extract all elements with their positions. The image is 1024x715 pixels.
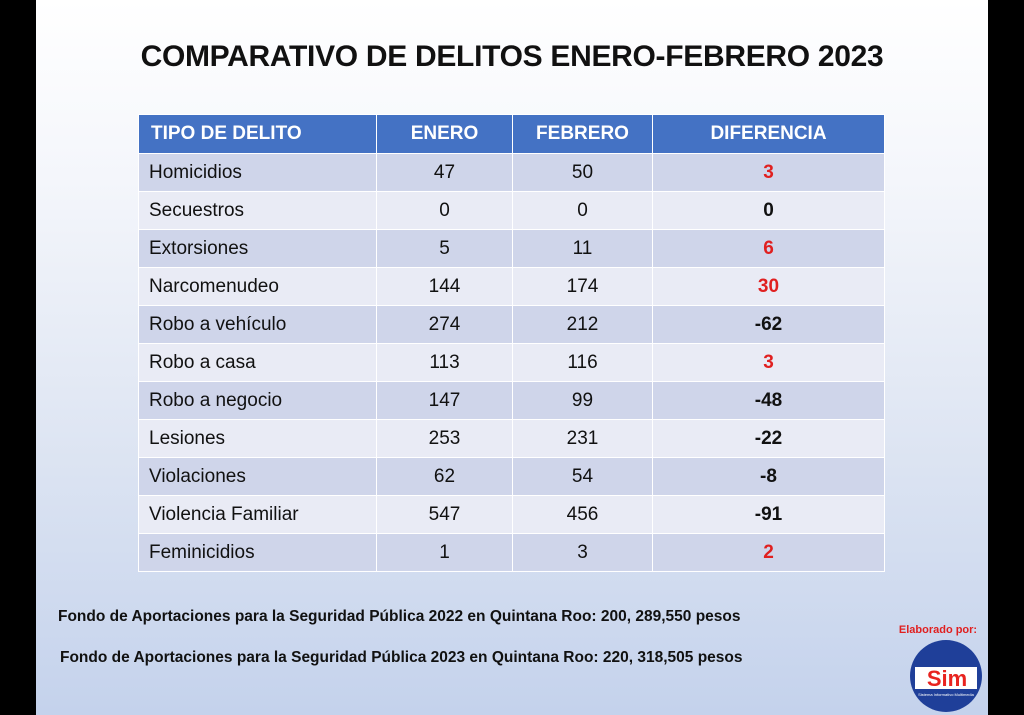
- fund-2022-text: Fondo de Aportaciones para la Seguridad …: [58, 608, 741, 625]
- header-tipo-de-delito: TIPO DE DELITO: [138, 114, 377, 154]
- table-row: Secuestros 0 0 0: [138, 191, 885, 230]
- cell-diferencia: 6: [652, 229, 885, 268]
- table-row: Robo a casa 113 116 3: [138, 343, 885, 382]
- table-row: Narcomenudeo 144 174 30: [138, 267, 885, 306]
- cell-diferencia: 0: [652, 191, 885, 230]
- cell-enero: 5: [376, 229, 513, 268]
- credit-label: Elaborado por:: [898, 624, 978, 636]
- cell-tipo: Robo a negocio: [138, 381, 377, 420]
- cell-febrero: 11: [512, 229, 653, 268]
- cell-diferencia: 30: [652, 267, 885, 306]
- table-row: Extorsiones 5 11 6: [138, 229, 885, 268]
- cell-tipo: Robo a casa: [138, 343, 377, 382]
- table-row: Feminicidios 1 3 2: [138, 533, 885, 572]
- cell-diferencia: -48: [652, 381, 885, 420]
- table-row: Violaciones 62 54 -8: [138, 457, 885, 496]
- table-row: Homicidios 47 50 3: [138, 153, 885, 192]
- cell-enero: 1: [376, 533, 513, 572]
- cell-enero: 274: [376, 305, 513, 344]
- table-body: Homicidios 47 50 3 Secuestros 0 0 0 Extorsiones 5…: [138, 153, 885, 572]
- cell-diferencia: -62: [652, 305, 885, 344]
- cell-enero: 0: [376, 191, 513, 230]
- crime-comparison-table: TIPO DE DELITO ENERO FEBRERO DIFERENCIA …: [138, 114, 885, 572]
- sim-logo: Sim Sistema Informativo Multimedia: [910, 640, 982, 712]
- cell-tipo: Violencia Familiar: [138, 495, 377, 534]
- cell-febrero: 212: [512, 305, 653, 344]
- cell-febrero: 116: [512, 343, 653, 382]
- cell-diferencia: -22: [652, 419, 885, 458]
- cell-febrero: 456: [512, 495, 653, 534]
- slide-title: COMPARATIVO DE DELITOS ENERO-FEBRERO 202…: [140, 40, 884, 73]
- cell-enero: 47: [376, 153, 513, 192]
- cell-tipo: Homicidios: [138, 153, 377, 192]
- cell-enero: 253: [376, 419, 513, 458]
- cell-tipo: Narcomenudeo: [138, 267, 377, 306]
- cell-enero: 547: [376, 495, 513, 534]
- cell-enero: 144: [376, 267, 513, 306]
- table-row: Robo a negocio 147 99 -48: [138, 381, 885, 420]
- cell-febrero: 99: [512, 381, 653, 420]
- logo-wordmark: Sim: [927, 666, 967, 691]
- cell-febrero: 174: [512, 267, 653, 306]
- header-enero: ENERO: [376, 114, 513, 154]
- cell-febrero: 0: [512, 191, 653, 230]
- cell-febrero: 54: [512, 457, 653, 496]
- cell-diferencia: -8: [652, 457, 885, 496]
- cell-febrero: 3: [512, 533, 653, 572]
- cell-tipo: Violaciones: [138, 457, 377, 496]
- cell-tipo: Feminicidios: [138, 533, 377, 572]
- table-row: Lesiones 253 231 -22: [138, 419, 885, 458]
- cell-febrero: 231: [512, 419, 653, 458]
- slide: COMPARATIVO DE DELITOS ENERO-FEBRERO 202…: [36, 0, 988, 715]
- header-febrero: FEBRERO: [512, 114, 653, 154]
- table-row: Robo a vehículo 274 212 -62: [138, 305, 885, 344]
- cell-diferencia: -91: [652, 495, 885, 534]
- cell-enero: 62: [376, 457, 513, 496]
- cell-diferencia: 2: [652, 533, 885, 572]
- table-header-row: TIPO DE DELITO ENERO FEBRERO DIFERENCIA: [138, 114, 885, 154]
- cell-febrero: 50: [512, 153, 653, 192]
- cell-tipo: Secuestros: [138, 191, 377, 230]
- header-diferencia: DIFERENCIA: [652, 114, 885, 154]
- cell-tipo: Extorsiones: [138, 229, 377, 268]
- cell-tipo: Lesiones: [138, 419, 377, 458]
- fund-2023-text: Fondo de Aportaciones para la Seguridad …: [60, 649, 743, 666]
- cell-diferencia: 3: [652, 153, 885, 192]
- table-row: Violencia Familiar 547 456 -91: [138, 495, 885, 534]
- cell-tipo: Robo a vehículo: [138, 305, 377, 344]
- cell-enero: 113: [376, 343, 513, 382]
- cell-enero: 147: [376, 381, 513, 420]
- cell-diferencia: 3: [652, 343, 885, 382]
- logo-subtext: Sistema Informativo Multimedia: [918, 692, 975, 697]
